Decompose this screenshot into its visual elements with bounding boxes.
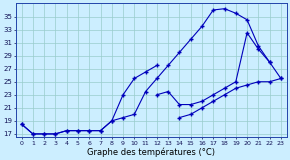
X-axis label: Graphe des températures (°C): Graphe des températures (°C)	[87, 147, 215, 156]
